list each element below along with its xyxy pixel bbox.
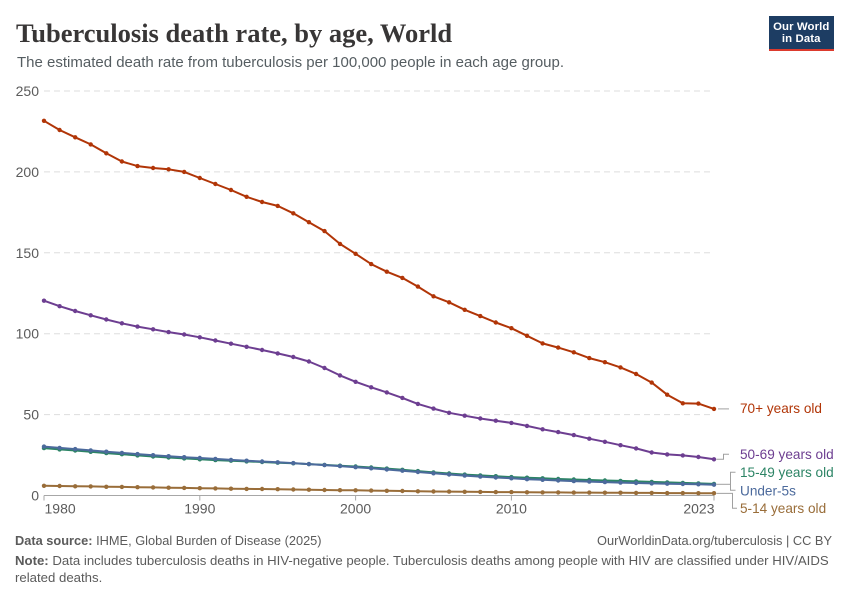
svg-text:150: 150 — [16, 245, 40, 261]
svg-text:2023: 2023 — [683, 501, 714, 517]
svg-text:50: 50 — [23, 407, 39, 423]
svg-text:0: 0 — [31, 488, 39, 504]
svg-text:1980: 1980 — [45, 501, 76, 517]
svg-text:5-14 years old: 5-14 years old — [740, 501, 826, 516]
svg-text:200: 200 — [16, 164, 40, 180]
svg-text:100: 100 — [16, 326, 40, 342]
svg-text:70+ years old: 70+ years old — [740, 401, 822, 416]
svg-text:2010: 2010 — [496, 501, 527, 517]
svg-text:15-49 years old: 15-49 years old — [740, 465, 834, 480]
svg-text:50-69 years old: 50-69 years old — [740, 447, 834, 462]
svg-text:2000: 2000 — [340, 501, 371, 517]
svg-text:250: 250 — [16, 83, 40, 99]
svg-text:Under-5s: Under-5s — [740, 483, 796, 498]
svg-text:1990: 1990 — [184, 501, 215, 517]
